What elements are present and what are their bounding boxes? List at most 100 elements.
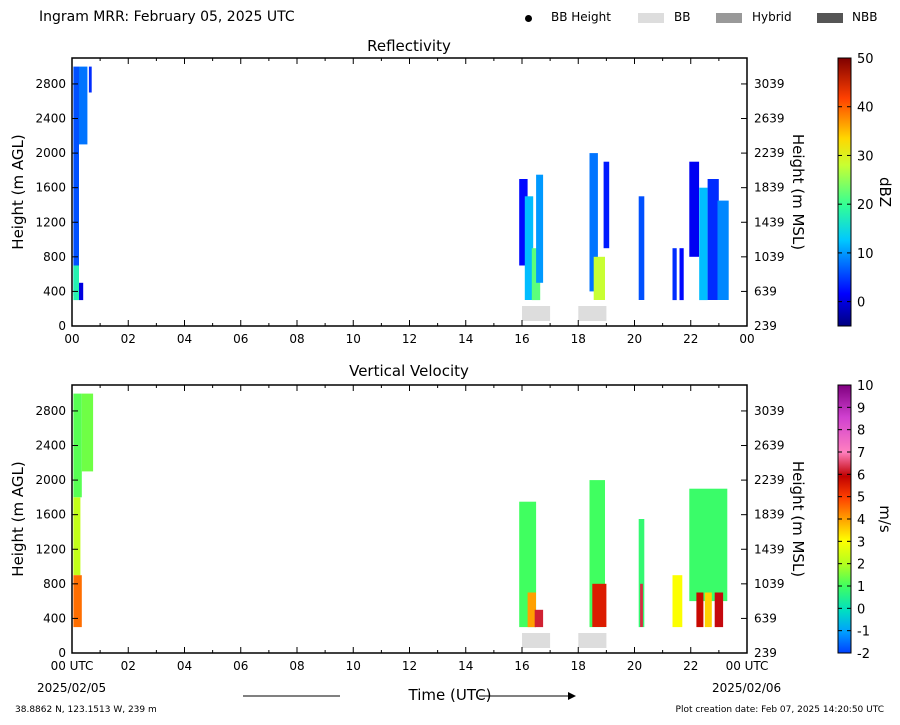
data-cell <box>531 248 541 301</box>
y-tick-label: 800 <box>43 250 66 264</box>
data-cell <box>73 575 82 628</box>
y-tick-label: 2000 <box>35 473 66 487</box>
x-tick-label: 16 <box>514 659 529 673</box>
data-cell <box>81 393 94 472</box>
x-tick-label: 12 <box>402 332 417 346</box>
data-cell <box>638 519 645 628</box>
y2-tick-label: 1439 <box>754 542 785 556</box>
y2-tick-label: 1039 <box>754 577 785 591</box>
bright-band-marker <box>522 633 551 648</box>
y2-tick-label: 639 <box>754 284 777 298</box>
data-cell <box>689 161 700 257</box>
y2-tick-label: 3039 <box>754 404 785 418</box>
bb-swatch-icon <box>638 13 664 23</box>
plot-frame <box>71 57 748 327</box>
y2-tick-label: 1039 <box>754 250 785 264</box>
x-tick-label: 02 <box>121 659 136 673</box>
x-tick-label: 22 <box>683 332 698 346</box>
y2-tick-label: 239 <box>754 646 777 660</box>
data-cell <box>603 161 610 249</box>
y2-tick-label: 2239 <box>754 473 785 487</box>
x-tick-label: 00 UTC <box>726 659 769 673</box>
data-cell <box>717 200 729 300</box>
x-tick-label: 04 <box>177 659 192 673</box>
time-arrow-head-icon <box>568 692 576 700</box>
data-cell <box>640 583 643 627</box>
time-axis-label: Time (UTC) <box>408 686 492 704</box>
vertical-velocity-panel: Vertical Velocity 00 UTC 02 04 06 08 10 12 14 16… <box>9 362 894 673</box>
x-tick-label: 20 <box>627 659 642 673</box>
data-cell <box>638 196 645 300</box>
data-cell <box>679 248 684 301</box>
y-tick-label: 2400 <box>35 439 66 453</box>
colorbar-tick-label: 3 <box>857 535 865 550</box>
bright-band-marker <box>578 306 607 321</box>
y-tick-label: 0 <box>58 646 66 660</box>
x-tick-label: 22 <box>683 659 698 673</box>
colorbar-tick-label: -1 <box>857 625 870 640</box>
data-cell <box>79 282 84 301</box>
colorbar-tick-label: 30 <box>857 149 874 164</box>
x-tick-label: 04 <box>177 332 192 346</box>
data-cell <box>672 248 677 301</box>
data-cell <box>696 592 704 628</box>
y2-tick-label: 239 <box>754 319 777 333</box>
colorbar-label: m/s <box>876 505 894 533</box>
data-cell <box>704 592 712 628</box>
station-location: 38.8862 N, 123.1513 W, 239 m <box>15 705 157 715</box>
y-tick-label: 2000 <box>35 146 66 160</box>
y-tick-label: 2800 <box>35 404 66 418</box>
x-tick-label: 08 <box>289 659 304 673</box>
colorbar-tick-label: 8 <box>857 424 865 439</box>
x-tick-label: 18 <box>571 332 586 346</box>
colorbar-dbz <box>837 57 852 327</box>
data-cell <box>73 265 79 301</box>
data-cell <box>534 609 544 628</box>
panel-title: Reflectivity <box>367 37 451 55</box>
data-cell <box>536 174 544 283</box>
data-cell <box>589 153 598 292</box>
y-axis-label: Height (m AGL) <box>9 134 27 249</box>
colorbar-tick-label: 1 <box>857 580 865 595</box>
y2-tick-label: 2639 <box>754 439 785 453</box>
x-tick-label: 06 <box>233 659 248 673</box>
legend-label: BB Height <box>551 10 611 24</box>
data-cell <box>593 256 605 300</box>
colorbar-tick-label: 4 <box>857 513 865 528</box>
data-cell <box>714 592 724 628</box>
plot-creation-date: Plot creation date: Feb 07, 2025 14:20:5… <box>675 705 884 715</box>
colorbar-ticks: 0 10 20 30 40 50 <box>838 52 874 311</box>
colorbar-tick-label: 40 <box>857 101 874 116</box>
y2-tick-label: 1839 <box>754 508 785 522</box>
bright-band-marker <box>522 306 551 321</box>
x-tick-label: 18 <box>571 659 586 673</box>
y-tick-label: 2800 <box>35 77 66 91</box>
hybrid-swatch-icon <box>716 13 742 23</box>
plot-frame <box>71 384 748 654</box>
x-tick-label: 14 <box>458 332 473 346</box>
bright-band-markers <box>522 633 607 648</box>
data-cell <box>689 488 728 602</box>
bb-height-marker-icon <box>525 15 532 22</box>
x-tick-label: 10 <box>346 332 361 346</box>
y-axis-label: Height (m AGL) <box>9 461 27 576</box>
x-tick-label: 16 <box>514 332 529 346</box>
axis-ticks: 00 UTC 02 04 06 08 10 12 14 16 18 20 22 00 UTC040080… <box>35 385 785 673</box>
y2-tick-label: 639 <box>754 611 777 625</box>
data-cell <box>699 187 708 301</box>
colorbar-tick-label: 0 <box>857 296 865 311</box>
y2-axis-label: Height (m MSL) <box>789 134 807 250</box>
x-tick-label: 08 <box>289 332 304 346</box>
y-tick-label: 1600 <box>35 508 66 522</box>
x-tick-label: 00 UTC <box>51 659 94 673</box>
y2-tick-label: 2239 <box>754 146 785 160</box>
colorbar-tick-label: 6 <box>857 468 865 483</box>
y-tick-label: 1600 <box>35 181 66 195</box>
data-cell <box>707 179 719 300</box>
colorbar-tick-label: 7 <box>857 446 865 461</box>
colorbar-tick-label: 5 <box>857 491 865 506</box>
x-tick-label: 20 <box>627 332 642 346</box>
start-date: 2025/02/05 <box>37 681 107 695</box>
data-cell <box>73 497 81 576</box>
y-tick-label: 800 <box>43 577 66 591</box>
